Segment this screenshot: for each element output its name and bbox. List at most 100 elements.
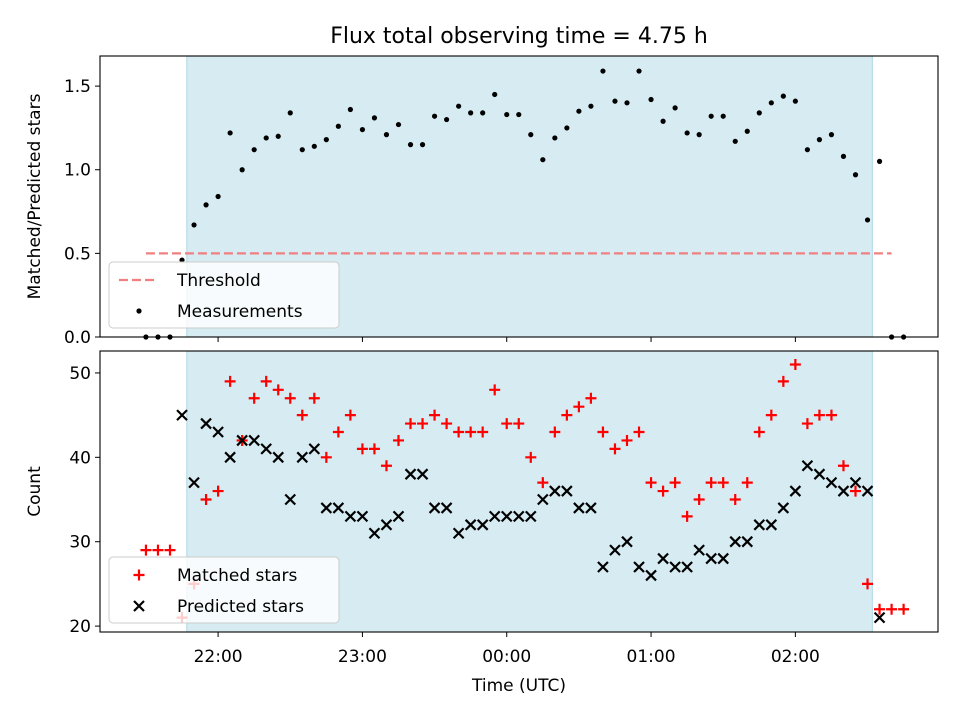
- data-point: [765, 519, 778, 531]
- legend: Matched stars Predicted stars: [108, 556, 340, 624]
- data-point: [392, 434, 404, 446]
- data-point: [741, 477, 753, 489]
- data-point: [624, 100, 630, 106]
- data-point: [516, 111, 522, 118]
- data-point: [260, 443, 272, 455]
- data-point: [585, 392, 597, 404]
- data-point: [609, 544, 621, 556]
- data-point: [862, 578, 874, 590]
- data-point: [840, 153, 847, 159]
- data-point: [898, 603, 910, 615]
- data-point: [777, 502, 790, 514]
- data-point: [224, 375, 236, 387]
- data-point: [468, 110, 474, 116]
- data-point: [380, 460, 392, 472]
- data-point: [368, 527, 381, 540]
- data-point: [275, 133, 281, 139]
- data-point: [696, 132, 702, 138]
- data-point: [488, 510, 501, 523]
- data-point: [347, 106, 353, 113]
- data-point: [801, 459, 814, 472]
- y-tick-label: 50: [69, 364, 91, 384]
- data-point: [753, 519, 766, 531]
- y-tick-label: 0.0: [64, 328, 91, 348]
- data-point: [876, 158, 883, 164]
- data-point: [140, 544, 152, 556]
- data-point: [320, 502, 333, 514]
- data-point: [765, 409, 777, 421]
- data-point: [612, 98, 618, 104]
- data-point: [813, 409, 825, 421]
- data-point: [441, 418, 453, 430]
- data-point: [323, 137, 329, 143]
- data-point: [476, 519, 489, 531]
- series-measurements: [143, 68, 907, 340]
- data-point: [440, 502, 453, 514]
- data-point: [239, 167, 245, 173]
- data-point: [395, 121, 402, 128]
- data-point: [464, 519, 477, 531]
- data-point: [849, 476, 862, 489]
- data-point: [705, 477, 717, 489]
- data-point: [224, 451, 236, 464]
- data-point: [657, 485, 669, 497]
- legend-label: Measurements: [177, 302, 303, 322]
- data-point: [188, 476, 200, 489]
- data-point: [200, 494, 212, 506]
- y-tick-label: 0.5: [64, 244, 91, 264]
- data-point: [720, 113, 726, 119]
- data-point: [356, 510, 369, 523]
- data-point: [416, 468, 429, 480]
- legend-marker: [136, 308, 142, 314]
- data-point: [585, 502, 597, 514]
- data-point: [263, 135, 269, 141]
- data-point: [708, 113, 714, 119]
- x-axis-label: Time (UTC): [471, 676, 566, 696]
- data-point: [492, 91, 498, 98]
- data-point: [588, 103, 594, 109]
- legend-label: Matched stars: [177, 566, 297, 586]
- data-point: [549, 485, 561, 497]
- data-point: [512, 510, 525, 523]
- data-point: [537, 493, 549, 506]
- data-point: [777, 375, 789, 387]
- data-point: [272, 384, 284, 396]
- data-point: [693, 544, 705, 556]
- data-point: [444, 116, 450, 123]
- data-point: [837, 460, 849, 472]
- series-predicted-stars: [176, 409, 886, 624]
- data-point: [335, 123, 341, 129]
- data-point: [248, 434, 260, 447]
- data-point: [320, 451, 332, 463]
- data-point: [465, 426, 477, 438]
- y-tick-label: 1.0: [64, 161, 91, 181]
- y-tick-label: 20: [69, 617, 91, 637]
- data-point: [792, 98, 798, 104]
- data-point: [705, 552, 717, 565]
- data-point: [789, 485, 802, 497]
- data-point: [248, 392, 260, 404]
- data-point: [272, 451, 285, 464]
- data-point: [864, 217, 871, 223]
- data-point: [816, 137, 823, 143]
- data-point: [212, 485, 224, 497]
- data-point: [212, 426, 224, 438]
- data-point: [597, 426, 609, 438]
- chart-title: Flux total observing time = 4.75 h: [330, 24, 708, 49]
- data-point: [825, 476, 838, 489]
- data-point: [669, 561, 681, 573]
- data-point: [260, 375, 272, 387]
- data-point: [371, 115, 378, 121]
- data-point: [732, 138, 738, 144]
- data-point: [672, 105, 678, 111]
- data-point: [456, 103, 462, 109]
- data-point: [383, 132, 390, 138]
- legend-box: [108, 556, 340, 624]
- data-point: [392, 510, 405, 523]
- legend-box: [108, 261, 340, 329]
- legend-label: Threshold: [176, 271, 261, 291]
- axes-frame: [99, 350, 939, 633]
- data-point: [489, 384, 501, 396]
- data-point: [684, 130, 690, 136]
